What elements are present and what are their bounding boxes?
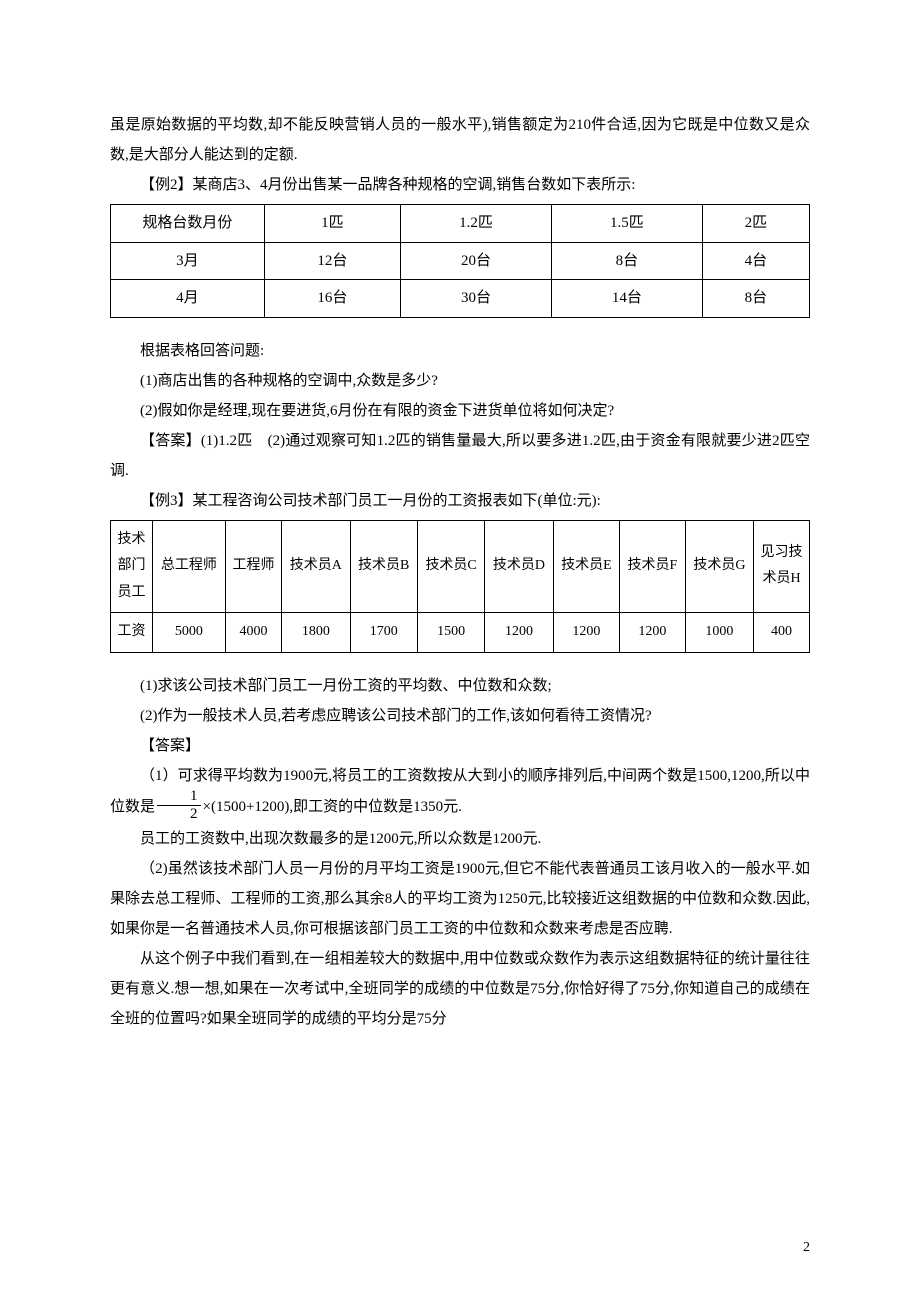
- answer-2: 【答案】(1)1.2匹 (2)通过观察可知1.2匹的销售量最大,所以要多进1.2…: [110, 426, 810, 486]
- table-cell: 5000: [152, 613, 225, 653]
- table-header: 技术员D: [485, 520, 553, 613]
- table-row: 工资 5000 4000 1800 1700 1500 1200 1200 12…: [111, 613, 810, 653]
- table-cell: 4台: [702, 242, 809, 280]
- table-cell: 4000: [225, 613, 281, 653]
- fraction: 12: [157, 789, 201, 822]
- table-header-col: 1匹: [264, 205, 400, 243]
- question-3-1: (1)求该公司技术部门员工一月份工资的平均数、中位数和众数;: [110, 671, 810, 701]
- table-cell: 1200: [620, 613, 686, 653]
- answer-text-post: ×(1500+1200),即工资的中位数是1350元.: [203, 799, 462, 815]
- table-ac-sales: 规格台数月份 1匹 1.2匹 1.5匹 2匹 3月 12台 20台 8台 4台 …: [110, 204, 810, 318]
- table-cell: 1800: [282, 613, 350, 653]
- table-cell-month: 3月: [111, 242, 265, 280]
- table-header: 技术部门员工: [111, 520, 153, 613]
- table-header-col: 1.2匹: [401, 205, 552, 243]
- table-cell: 1700: [350, 613, 417, 653]
- answer-3-1: （1）可求得平均数为1900元,将员工的工资数按从大到小的顺序排列后,中间两个数…: [110, 761, 810, 824]
- answer-label: 【答案】: [110, 731, 810, 761]
- table-cell: 1200: [485, 613, 553, 653]
- table-cell: 20台: [401, 242, 552, 280]
- table-cell-month: 4月: [111, 280, 265, 318]
- table-row: 技术部门员工 总工程师 工程师 技术员A 技术员B 技术员C 技术员D 技术员E…: [111, 520, 810, 613]
- fraction-denominator: 2: [157, 806, 201, 822]
- table-header: 技术员B: [350, 520, 417, 613]
- answer-3-1b: 员工的工资数中,出现次数最多的是1200元,所以众数是1200元.: [110, 824, 810, 854]
- table-cell: 1500: [417, 613, 484, 653]
- paragraph-intro: 虽是原始数据的平均数,却不能反映营销人员的一般水平),销售额定为210件合适,因…: [110, 110, 810, 170]
- fraction-numerator: 1: [157, 789, 201, 806]
- table-header: 技术员F: [620, 520, 686, 613]
- table-row-label: 工资: [111, 613, 153, 653]
- table-header: 总工程师: [152, 520, 225, 613]
- table-cell: 1000: [685, 613, 753, 653]
- table-row: 4月 16台 30台 14台 8台: [111, 280, 810, 318]
- table-header-col: 2匹: [702, 205, 809, 243]
- table-cell: 16台: [264, 280, 400, 318]
- table-header-col: 1.5匹: [551, 205, 702, 243]
- table-row: 规格台数月份 1匹 1.2匹 1.5匹 2匹: [111, 205, 810, 243]
- table-cell: 14台: [551, 280, 702, 318]
- question-2: (2)假如你是经理,现在要进货,6月份在有限的资金下进货单位将如何决定?: [110, 396, 810, 426]
- answer-3-2: （2)虽然该技术部门人员一月份的月平均工资是1900元,但它不能代表普通员工该月…: [110, 854, 810, 944]
- page-number: 2: [803, 1234, 810, 1262]
- table-header: 技术员E: [553, 520, 619, 613]
- table-header: 技术员C: [417, 520, 484, 613]
- table-row: 3月 12台 20台 8台 4台: [111, 242, 810, 280]
- table-cell: 1200: [553, 613, 619, 653]
- table-cell: 400: [754, 613, 810, 653]
- table-salary: 技术部门员工 总工程师 工程师 技术员A 技术员B 技术员C 技术员D 技术员E…: [110, 520, 810, 653]
- table-cell: 12台: [264, 242, 400, 280]
- table-header: 工程师: [225, 520, 281, 613]
- table-header: 技术员G: [685, 520, 753, 613]
- table-header: 技术员A: [282, 520, 350, 613]
- table-cell: 8台: [551, 242, 702, 280]
- document-page: 虽是原始数据的平均数,却不能反映营销人员的一般水平),销售额定为210件合适,因…: [0, 0, 920, 1302]
- table-header: 见习技术员H: [754, 520, 810, 613]
- table-header-spec: 规格台数月份: [111, 205, 265, 243]
- example-3-title: 【例3】某工程咨询公司技术部门员工一月份的工资报表如下(单位:元):: [110, 486, 810, 516]
- question-1: (1)商店出售的各种规格的空调中,众数是多少?: [110, 366, 810, 396]
- example-2-title: 【例2】某商店3、4月份出售某一品牌各种规格的空调,销售台数如下表所示:: [110, 170, 810, 200]
- table-cell: 30台: [401, 280, 552, 318]
- table-cell: 8台: [702, 280, 809, 318]
- question-3-2: (2)作为一般技术人员,若考虑应聘该公司技术部门的工作,该如何看待工资情况?: [110, 701, 810, 731]
- paragraph-lead: 根据表格回答问题:: [110, 336, 810, 366]
- closing-paragraph: 从这个例子中我们看到,在一组相差较大的数据中,用中位数或众数作为表示这组数据特征…: [110, 944, 810, 1034]
